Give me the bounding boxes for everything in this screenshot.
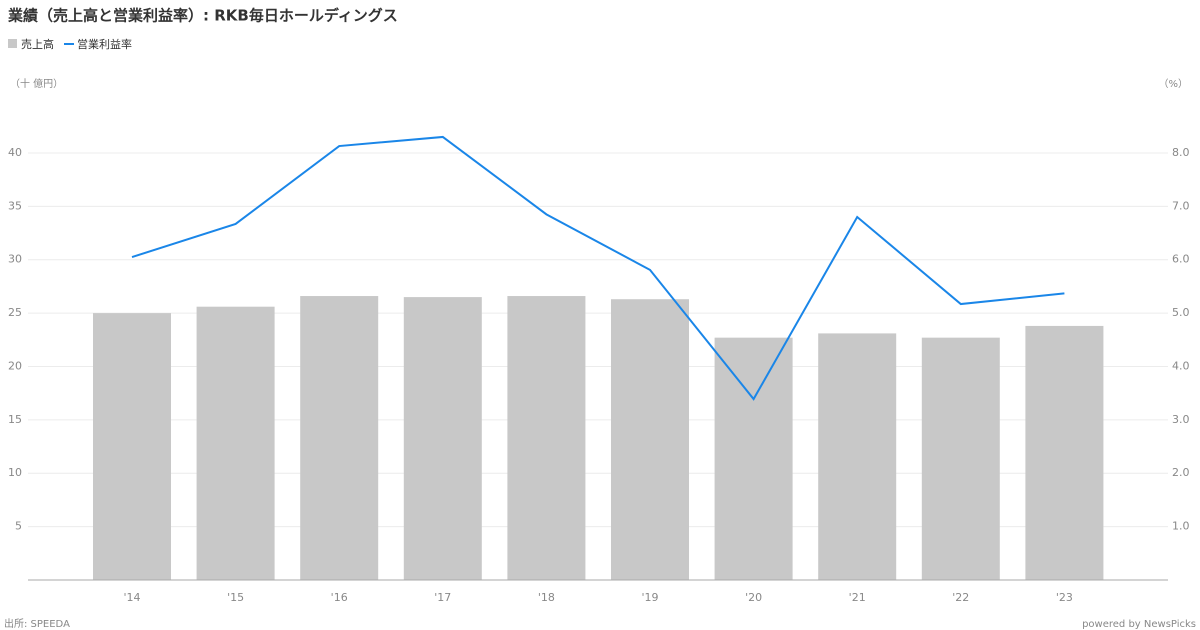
bar (1025, 325, 1104, 580)
y-axis-label: （十 億円） (10, 77, 63, 90)
credit: powered by NewsPicks (1082, 619, 1196, 630)
y-tick-label: 25 (8, 306, 22, 319)
bar (714, 337, 793, 580)
y-tick-label: 40 (8, 146, 22, 159)
y2-tick-label: 2.0 (1172, 466, 1190, 479)
y2-tick-label: 1.0 (1172, 520, 1190, 533)
legend-swatch (8, 39, 17, 48)
y2-tick-label: 5.0 (1172, 306, 1190, 319)
y2-tick-label: 8.0 (1172, 146, 1190, 159)
legend-label: 営業利益率 (77, 37, 132, 51)
legend-swatch (64, 43, 74, 45)
bar (611, 299, 689, 580)
x-tick-label: '14 (123, 591, 140, 604)
bar (507, 296, 586, 580)
bar (403, 297, 482, 580)
y-tick-label: 30 (8, 253, 22, 266)
line (131, 135, 1065, 401)
source: 出所: SPEEDA (4, 617, 70, 630)
legend-label: 売上高 (21, 37, 54, 51)
y2-axis-label: （%） (1158, 78, 1188, 90)
x-tick-label: '23 (1056, 591, 1073, 604)
x-tick-label: '18 (538, 591, 555, 604)
x-tick-label: '15 (227, 591, 244, 604)
bar (818, 333, 897, 580)
x-tick-label: '22 (952, 591, 969, 604)
x-tick-label: '21 (849, 591, 866, 604)
y-tick-label: 5 (15, 520, 22, 533)
y-tick-label: 35 (8, 199, 22, 212)
y-tick-label: 20 (8, 359, 22, 372)
bar (300, 296, 379, 580)
y2-tick-label: 6.0 (1172, 253, 1190, 266)
y2-tick-label: 7.0 (1172, 199, 1190, 212)
y2-tick-label: 3.0 (1172, 413, 1190, 426)
y-tick-label: 10 (8, 466, 22, 479)
x-tick-label: '20 (745, 591, 762, 604)
y-tick-label: 15 (8, 413, 22, 426)
x-tick-label: '16 (331, 591, 348, 604)
y2-tick-label: 4.0 (1172, 359, 1190, 372)
x-tick-label: '19 (641, 591, 658, 604)
x-tick-label: '17 (434, 591, 451, 604)
bar (921, 337, 1000, 580)
bar (93, 313, 171, 580)
chart-title: 業績（売上高と営業利益率）: RKB毎日ホールディングス (7, 7, 398, 25)
bar (196, 306, 275, 580)
